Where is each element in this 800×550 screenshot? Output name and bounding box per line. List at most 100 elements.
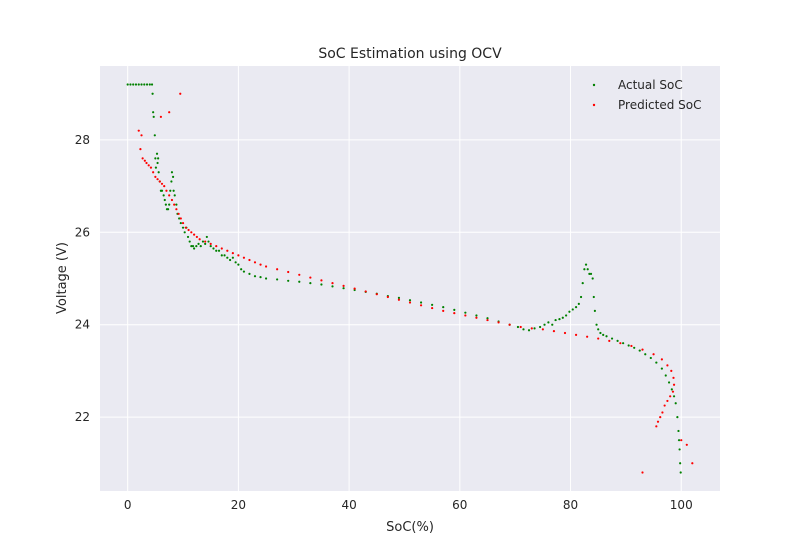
data-point xyxy=(563,331,567,335)
data-point xyxy=(519,325,522,329)
data-point xyxy=(186,235,190,239)
chart-title: SoC Estimation using OCV xyxy=(318,46,502,62)
data-point xyxy=(242,256,246,259)
data-point xyxy=(551,323,554,326)
data-point xyxy=(165,189,168,192)
data-point xyxy=(160,182,164,185)
data-point xyxy=(220,254,223,257)
data-point xyxy=(242,270,246,273)
y-axis-label: Voltage (V) xyxy=(55,242,70,314)
data-point xyxy=(220,247,223,250)
data-point xyxy=(558,318,561,321)
data-point xyxy=(181,226,185,229)
data-point xyxy=(610,337,614,340)
data-point xyxy=(670,369,673,372)
data-point xyxy=(672,383,676,386)
data-point xyxy=(248,258,251,262)
data-point xyxy=(172,189,175,192)
data-point xyxy=(143,83,146,86)
data-point xyxy=(475,316,478,319)
data-point xyxy=(170,180,173,183)
y-tick-label: 22 xyxy=(75,410,90,424)
data-point xyxy=(276,268,279,271)
data-point xyxy=(554,318,557,322)
data-point xyxy=(157,171,160,174)
data-point xyxy=(408,301,412,304)
data-point xyxy=(453,312,456,315)
data-point xyxy=(622,342,625,345)
data-point xyxy=(179,217,182,220)
data-point xyxy=(660,358,663,361)
data-point xyxy=(583,268,586,271)
data-point xyxy=(139,148,142,151)
data-point xyxy=(151,92,154,95)
axes: 0 20 40 60 80 100 22 24 26 28 xyxy=(75,133,693,512)
data-point xyxy=(475,314,478,317)
data-point xyxy=(669,395,672,398)
data-point xyxy=(522,328,525,331)
data-point xyxy=(298,273,301,276)
data-point xyxy=(159,115,162,118)
data-point xyxy=(320,279,323,282)
x-tick-label: 20 xyxy=(231,498,246,512)
data-point xyxy=(153,134,156,137)
data-point xyxy=(619,342,622,345)
data-point xyxy=(616,339,619,342)
data-point xyxy=(680,439,683,442)
data-point xyxy=(672,376,675,379)
data-point xyxy=(670,388,673,391)
data-point xyxy=(207,240,210,243)
data-point xyxy=(602,333,605,336)
data-point xyxy=(595,323,598,326)
data-point xyxy=(209,245,212,248)
data-point xyxy=(140,83,143,86)
data-point xyxy=(679,471,682,474)
data-point xyxy=(193,233,196,236)
legend-marker-predicted xyxy=(592,103,596,107)
data-point xyxy=(644,353,647,356)
data-point xyxy=(179,92,182,95)
data-point xyxy=(199,245,202,248)
data-point xyxy=(574,306,578,309)
data-point xyxy=(259,263,262,266)
data-point xyxy=(164,203,167,206)
data-point xyxy=(605,335,608,338)
data-point xyxy=(237,263,240,266)
data-point xyxy=(137,83,140,86)
data-point xyxy=(586,335,589,338)
data-point xyxy=(160,189,164,192)
data-point xyxy=(375,293,378,296)
data-point xyxy=(655,361,658,364)
data-point xyxy=(234,261,237,264)
legend-label-actual: Actual SoC xyxy=(618,78,683,92)
data-point xyxy=(660,367,663,370)
data-point xyxy=(320,283,323,286)
data-point xyxy=(259,276,262,279)
data-point xyxy=(676,415,679,419)
data-point xyxy=(419,304,423,307)
y-tick-label: 24 xyxy=(75,318,90,332)
data-point xyxy=(565,314,568,317)
data-point xyxy=(177,212,180,215)
data-point xyxy=(659,415,662,419)
data-point xyxy=(170,198,174,202)
data-point xyxy=(592,295,595,299)
data-point xyxy=(663,404,666,407)
data-point xyxy=(486,317,489,320)
data-point xyxy=(171,175,175,178)
data-point xyxy=(134,83,138,86)
data-point xyxy=(156,178,159,181)
data-point xyxy=(641,348,644,351)
data-point xyxy=(195,245,198,248)
data-point xyxy=(163,198,166,202)
data-point xyxy=(149,166,153,169)
data-point xyxy=(155,152,159,155)
data-point xyxy=(287,279,290,282)
data-point xyxy=(212,247,215,250)
x-tick-label: 100 xyxy=(670,498,693,512)
data-point xyxy=(649,356,652,360)
data-point xyxy=(666,399,669,403)
y-tick-label: 28 xyxy=(75,133,90,147)
